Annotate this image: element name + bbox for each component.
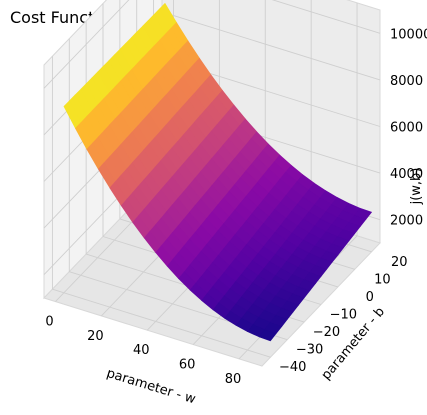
x-tick-label: 20: [87, 329, 104, 344]
y-tick-label: −20: [313, 325, 340, 340]
z-tick-label: 8000: [390, 74, 423, 89]
y-tick-label: 0: [366, 290, 374, 305]
cost-surface: [63, 2, 373, 342]
tick-labels: 020406080−40−30−20−100102020004000600080…: [45, 27, 427, 387]
y-tick-label: −10: [330, 308, 357, 323]
x-tick-label: 0: [45, 315, 53, 330]
z-tick-label: 2000: [390, 214, 423, 229]
y-tick-label: −40: [279, 360, 306, 375]
y-tick-label: −30: [296, 343, 323, 358]
z-tick-label: 6000: [390, 121, 423, 136]
y-tick-label: 10: [374, 272, 391, 287]
x-tick-label: 60: [179, 358, 196, 373]
x-tick-label: 40: [133, 343, 150, 358]
z-tick-label: 4000: [390, 167, 423, 182]
surface-facet: [258, 329, 277, 342]
y-tick-label: 20: [391, 255, 408, 270]
x-tick-label: 80: [225, 372, 242, 387]
z-axis-label: j(w,b): [409, 168, 424, 206]
z-tick-label: 10000: [390, 27, 427, 42]
